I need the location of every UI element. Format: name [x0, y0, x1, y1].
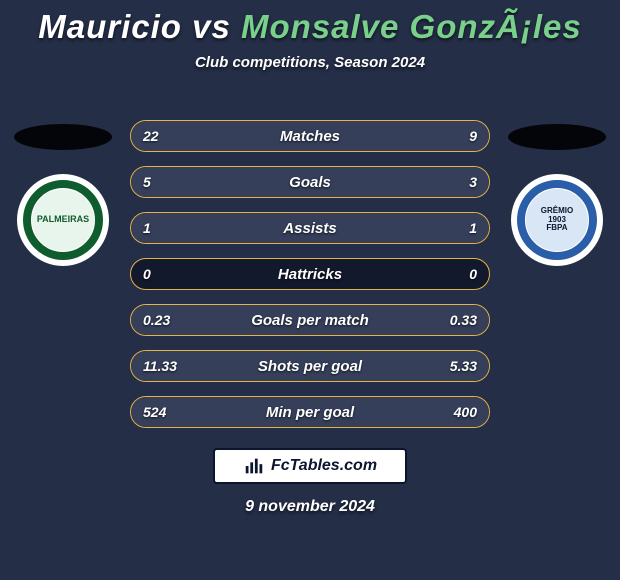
stat-label: Goals per match: [131, 312, 489, 329]
stat-right-value: 5.33: [450, 358, 477, 374]
left-side: PALMEIRAS: [8, 110, 118, 266]
stat-bar: 0Hattricks0: [130, 258, 490, 290]
stat-label: Matches: [131, 128, 489, 145]
right-crest-label: GRÊMIO 1903 FBPA: [526, 189, 588, 251]
stat-label: Assists: [131, 220, 489, 237]
left-team-crest: PALMEIRAS: [17, 174, 109, 266]
subtitle: Club competitions, Season 2024: [0, 54, 620, 71]
left-shadow-ellipse: [14, 124, 112, 150]
stat-bar: 1Assists1: [130, 212, 490, 244]
stat-right-value: 0.33: [450, 312, 477, 328]
stat-bar: 0.23Goals per match0.33: [130, 304, 490, 336]
left-crest-label: PALMEIRAS: [32, 189, 94, 251]
footer-date: 9 november 2024: [0, 498, 620, 516]
stat-right-value: 400: [454, 404, 477, 420]
comparison-infographic: Mauricio vs Monsalve GonzÃ¡les Club comp…: [0, 0, 620, 580]
content-row: PALMEIRAS 22Matches9 5Goals3 1Assists1 0Hat…: [0, 110, 620, 428]
stat-bar: 22Matches9: [130, 120, 490, 152]
title-right-player: Monsalve GonzÃ¡les: [241, 8, 582, 45]
right-shadow-ellipse: [508, 124, 606, 150]
right-side: GRÊMIO 1903 FBPA: [502, 110, 612, 266]
title-left-player: Mauricio: [38, 8, 182, 45]
stat-label: Hattricks: [131, 266, 489, 283]
stat-label: Min per goal: [131, 404, 489, 421]
page-title: Mauricio vs Monsalve GonzÃ¡les: [0, 0, 620, 46]
stat-right-value: 9: [469, 128, 477, 144]
stat-bar: 524Min per goal400: [130, 396, 490, 428]
source-badge-text: FcTables.com: [271, 457, 377, 475]
stat-right-value: 0: [469, 266, 477, 282]
stat-bar: 11.33Shots per goal5.33: [130, 350, 490, 382]
stat-right-value: 1: [469, 220, 477, 236]
bar-chart-icon: [243, 455, 265, 477]
stat-label: Shots per goal: [131, 358, 489, 375]
source-badge: FcTables.com: [213, 448, 407, 484]
stat-label: Goals: [131, 174, 489, 191]
stat-bars: 22Matches9 5Goals3 1Assists1 0Hattricks0 0.2…: [118, 110, 502, 428]
title-vs: vs: [182, 8, 241, 45]
stat-right-value: 3: [469, 174, 477, 190]
stat-bar: 5Goals3: [130, 166, 490, 198]
right-team-crest: GRÊMIO 1903 FBPA: [511, 174, 603, 266]
